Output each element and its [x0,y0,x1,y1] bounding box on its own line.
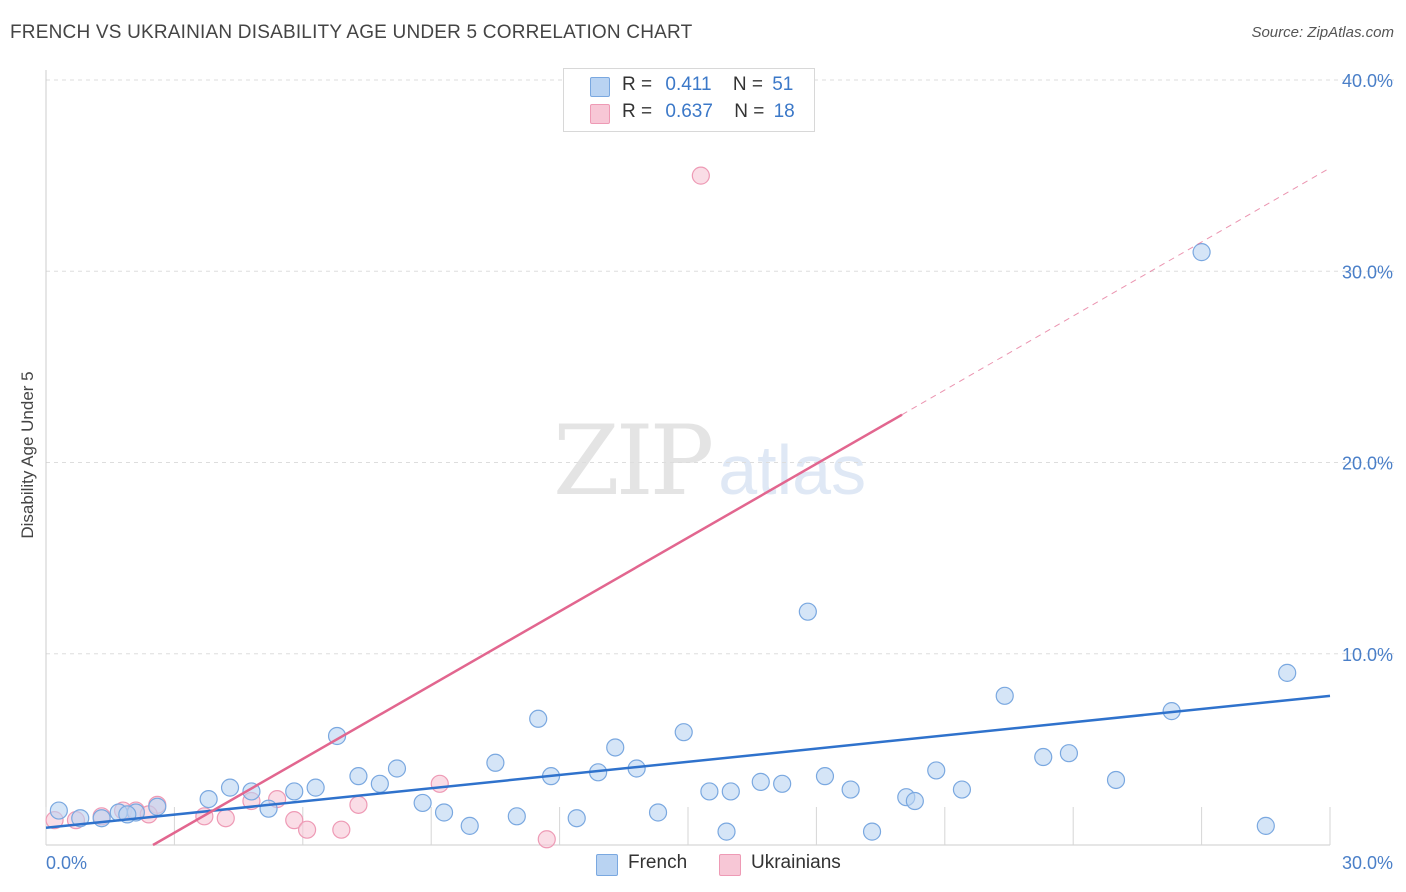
ukrainians-point [537,830,556,849]
r-label: R = [622,101,653,122]
french-point [370,774,389,793]
chart-title: FRENCH VS UKRAINIAN DISABILITY AGE UNDER… [10,22,693,43]
series-legend: French Ukrainians [0,852,1406,878]
french-point [1192,243,1211,262]
n-value: 51 [772,74,794,95]
ukrainians-point [691,166,710,185]
french-point [773,774,792,793]
ukrainians-swatch [590,104,610,124]
french-point [306,778,325,797]
r-value: 0.637 [665,101,713,122]
ukrainians-point [430,774,449,793]
x-tick-label: 0.0% [46,853,87,873]
french-point [486,753,505,772]
french-point [507,807,526,826]
n-value: 18 [773,101,795,122]
french-point [995,686,1014,705]
french-point [49,801,68,820]
legend-label-ukrainians: Ukrainians [751,852,841,873]
ukrainians-point [216,809,235,828]
french-point [529,709,548,728]
legend-text-ukrainians: R = 0.637 N = 18 [622,101,795,123]
french-point [674,723,693,742]
french-point [648,803,668,822]
r-value: 0.411 [665,74,712,95]
french-swatch [596,854,618,876]
french-point [862,822,882,841]
ukrainians-trend-line [152,413,903,847]
ukrainians-point [332,820,351,839]
french-point [199,789,218,809]
legend-text-french: R = 0.411 N = 51 [622,74,793,96]
watermark-atlas: atlas [718,431,867,509]
ukrainians-trend-extension [901,167,1331,416]
watermark: ZIP atlas [553,405,866,517]
french-point [1256,816,1275,835]
legend-label-french: French [628,852,688,873]
y-tick-label: 30.0% [1342,262,1393,282]
french-point [1106,770,1126,790]
r-label: R = [622,74,653,95]
french-point [815,767,835,786]
french-point [1059,744,1079,763]
french-point [220,778,240,797]
ukrainians-swatch [719,854,741,876]
french-point [1034,747,1053,767]
y-tick-label: 20.0% [1342,454,1393,474]
correlation-legend: R = 0.411 N = 51 R = 0.637 N = 18 [563,68,815,132]
french-point [413,793,432,813]
ukrainians-point [285,811,304,830]
french-point [434,803,454,822]
french-point [700,782,719,801]
french-point [1278,663,1297,682]
french-point [798,602,817,621]
french-swatch [590,77,610,97]
french-point [460,816,479,835]
n-label: N = [732,74,763,95]
y-tick-label: 10.0% [1342,645,1393,665]
y-axis-label: Disability Age Under 5 [18,371,37,539]
ukrainians-point [297,820,317,839]
french-point [327,726,347,746]
french-point [259,799,278,818]
watermark-zip: ZIP [553,405,714,517]
french-point [606,738,625,757]
french-point [721,782,740,801]
french-point [349,767,368,786]
x-tick-label: 30.0% [1342,853,1393,873]
ukrainians-point [349,795,368,814]
french-point [567,809,586,828]
source-credit: Source: ZipAtlas.com [1251,24,1394,41]
n-label: N = [734,101,765,122]
french-point [905,791,924,811]
french-trend-line [45,694,1331,830]
french-point [952,780,972,799]
french-point [751,772,770,791]
french-point [285,782,304,801]
french-point [92,809,111,828]
french-point [387,759,407,778]
y-tick-label: 40.0% [1342,71,1393,91]
french-point [717,822,736,841]
french-point [71,809,90,828]
french-point [148,797,167,816]
french-point [927,761,946,780]
french-point [841,780,860,799]
